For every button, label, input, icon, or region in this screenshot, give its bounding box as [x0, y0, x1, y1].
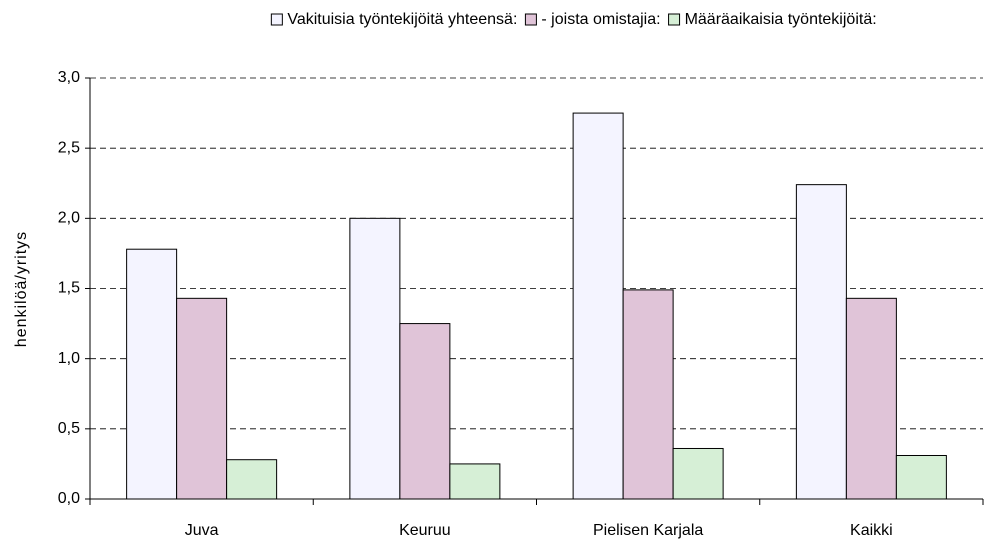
legend-label: Vakituisia työntekijöitä yhteensä: [287, 11, 517, 28]
x-tick-label: Juva [185, 522, 219, 539]
bar [349, 217, 401, 500]
bar [449, 463, 501, 500]
bar [895, 454, 947, 500]
y-axis-label: henkilöä/yritys [13, 231, 30, 347]
bar [845, 297, 897, 500]
legend-label: Määräaikaisia työntekijöitä: [685, 11, 877, 28]
bar [622, 289, 674, 500]
legend-label: - joista omistajia: [541, 11, 660, 28]
bar [572, 112, 624, 500]
legend-swatch [270, 13, 283, 26]
y-tick-label: 1,5 [58, 280, 80, 297]
y-tick-label: 0,5 [58, 420, 80, 437]
x-tick-label: Kaikki [850, 522, 893, 539]
legend-swatch [524, 13, 537, 26]
bar [126, 248, 178, 500]
y-tick-label: 1,0 [58, 350, 80, 367]
y-tick-label: 2,0 [58, 210, 80, 227]
y-tick-label: 3,0 [58, 69, 80, 86]
x-tick-label: Keuruu [399, 522, 451, 539]
y-tick-label: 0,0 [58, 490, 80, 507]
legend-swatch [668, 13, 681, 26]
bar [672, 447, 724, 500]
bar [399, 323, 451, 500]
bar [226, 459, 278, 500]
x-tick-label: Pielisen Karjala [593, 522, 703, 539]
y-tick-label: 2,5 [58, 139, 80, 156]
bar [176, 297, 228, 500]
bar [795, 184, 847, 500]
